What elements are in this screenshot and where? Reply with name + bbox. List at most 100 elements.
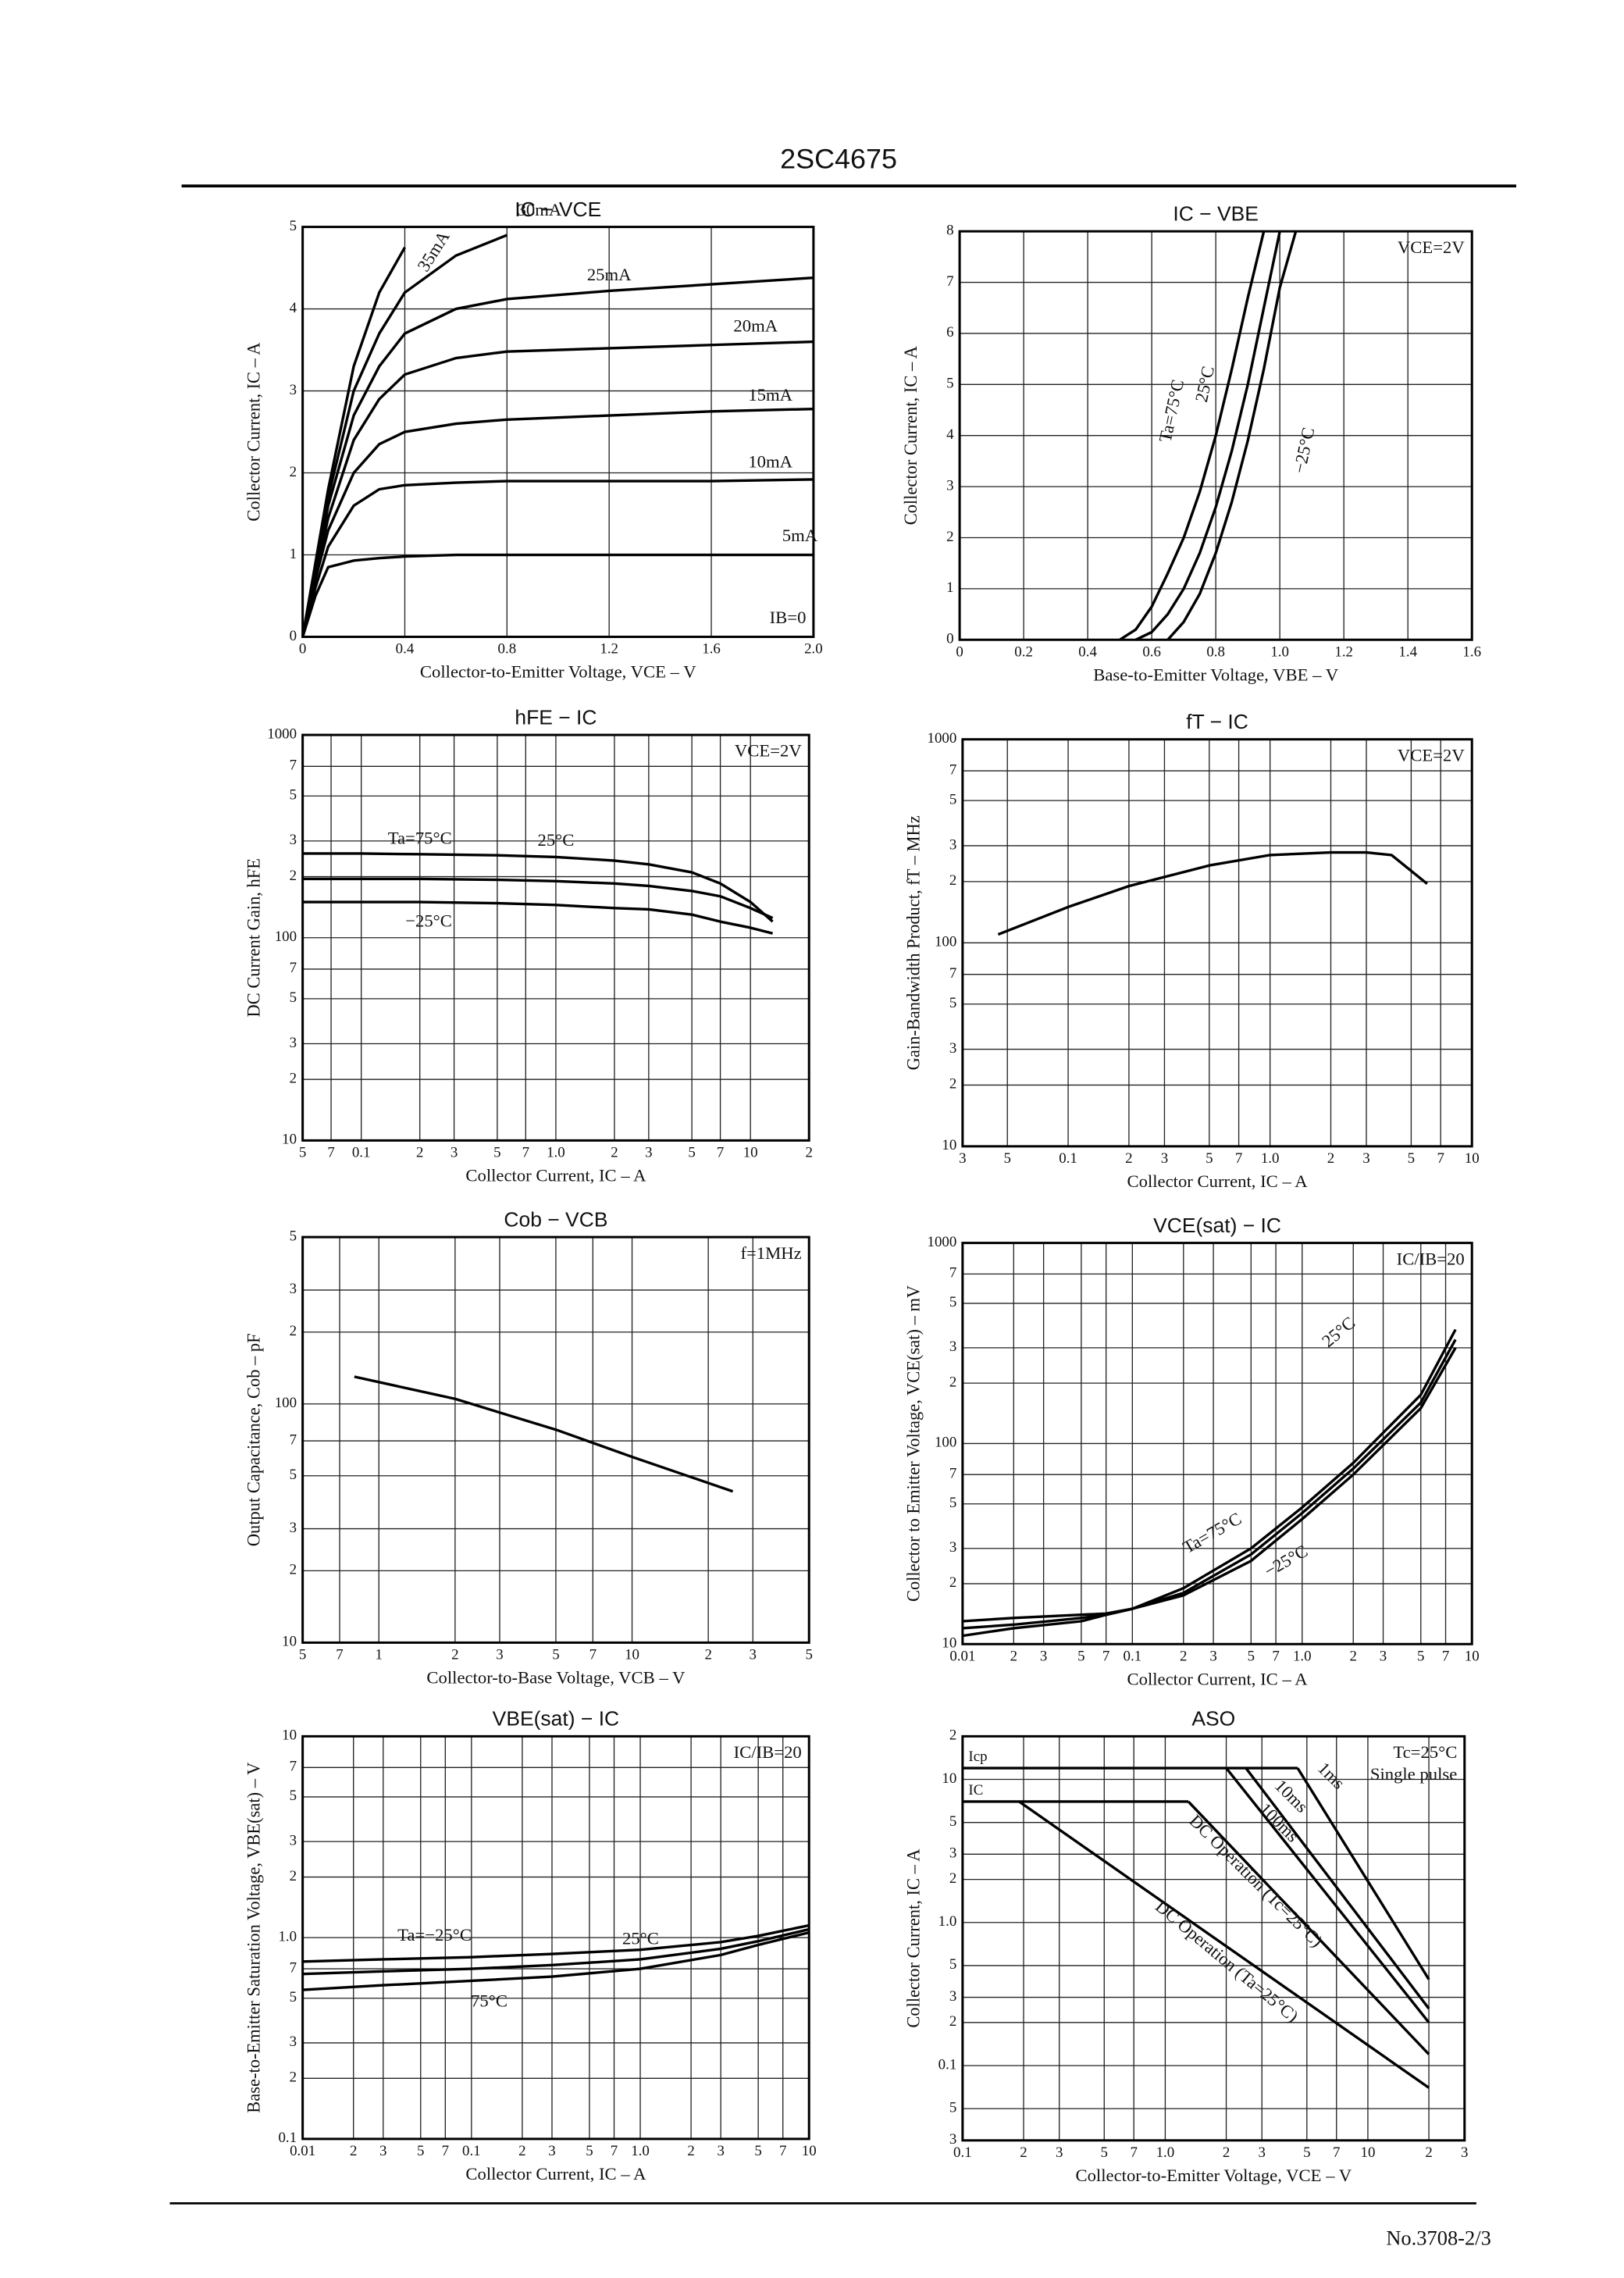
plot-frame: [301, 733, 810, 1142]
curve-label: 75°C: [471, 1991, 508, 2011]
y-axis-label: Collector Current, IC – A: [901, 345, 921, 525]
y-tick-label: 5: [949, 1813, 956, 1830]
y-tick-label: 5: [949, 995, 956, 1011]
y-axis-label: Base-to-Emitter Saturation Voltage, VBE(…: [244, 1762, 263, 2113]
curve: [301, 478, 814, 637]
y-tick-label: 7: [290, 1759, 297, 1775]
curve-label: 25°C: [537, 830, 574, 850]
x-tick-label: 0.6: [1142, 643, 1161, 660]
y-tick-label: 2: [290, 1868, 297, 1884]
x-tick-label: 2: [1020, 2144, 1027, 2161]
x-tick-label: 5: [1303, 2144, 1310, 2161]
x-tick-label: 1.0: [1270, 643, 1289, 660]
x-tick-label: 2: [1425, 2144, 1432, 2161]
x-tick-label: 2: [1327, 1150, 1334, 1167]
x-tick-label: 2: [350, 2143, 357, 2159]
curve: [1166, 230, 1298, 641]
y-tick-label: 5: [946, 376, 953, 392]
y-tick-label: 5: [949, 1294, 956, 1310]
x-tick-label: 7: [611, 2143, 618, 2159]
plot-frame: [961, 1242, 1473, 1645]
x-tick-label: 7: [589, 1647, 597, 1663]
x-tick-label: 7: [442, 2143, 449, 2159]
x-tick-label: 2.0: [804, 641, 823, 658]
y-tick-label: 1: [946, 579, 953, 596]
x-tick-label: 2: [1125, 1150, 1132, 1167]
x-tick-label: 2: [1223, 2144, 1230, 2161]
x-tick-label: 5: [1004, 1150, 1011, 1167]
x-tick-label: 3: [451, 1145, 458, 1161]
x-axis-label: Collector Current, IC – A: [1127, 1669, 1308, 1688]
y-tick-label: 10: [282, 1634, 297, 1650]
x-tick-label: 1.2: [1334, 643, 1353, 660]
x-tick-label: 0.01: [949, 1648, 975, 1664]
x-tick-label: 10: [802, 2143, 817, 2159]
y-tick-label: 3: [949, 1339, 956, 1355]
x-tick-label: 3: [1259, 2144, 1266, 2161]
x-tick-label: 1.4: [1398, 643, 1417, 660]
y-tick-label: 1000: [928, 730, 957, 747]
x-tick-label: 0.4: [396, 641, 415, 658]
y-tick-label: 10: [282, 1132, 297, 1148]
x-tick-label: 3: [1040, 1648, 1047, 1664]
curve: [1296, 1767, 1430, 1980]
x-axis-label: Base-to-Emitter Voltage, VBE – V: [1093, 665, 1339, 684]
y-tick-label: 7: [290, 1431, 297, 1448]
y-tick-label: 1: [290, 546, 297, 562]
y-tick-label: 7: [290, 960, 297, 976]
x-tick-label: 3: [717, 2143, 724, 2159]
x-tick-label: 7: [522, 1145, 529, 1161]
y-tick-label: 7: [949, 1265, 956, 1282]
y-tick-label: 3: [290, 1035, 297, 1051]
chart-title: ASO: [1191, 1707, 1235, 1731]
x-tick-label: 0.4: [1078, 643, 1097, 660]
y-tick-label: 5: [949, 792, 956, 808]
curve-label: 15mA: [748, 385, 792, 405]
x-tick-label: 5: [1101, 2144, 1108, 2161]
y-tick-label: 0: [290, 628, 297, 644]
y-tick-label: 3: [949, 1539, 956, 1556]
x-tick-label: 3: [750, 1647, 757, 1663]
x-tick-label: 3: [548, 2143, 555, 2159]
annotation: VCE=2V: [1398, 745, 1466, 765]
curve: [1134, 230, 1281, 641]
x-tick-label: 2: [1350, 1648, 1357, 1664]
y-axis-label: Collector Current, IC – A: [903, 1848, 923, 2028]
y-tick-label: 2: [290, 868, 297, 884]
y-tick-label: 3: [290, 1520, 297, 1536]
y-tick-label: 1.0: [938, 1913, 957, 1930]
curve: [302, 1930, 810, 1991]
x-axis-label: Collector-to-Base Voltage, VCB – V: [426, 1668, 686, 1688]
y-tick-label: 8: [946, 223, 953, 239]
curve-label: 25°C: [622, 1929, 659, 1948]
x-tick-label: 2: [1180, 1648, 1187, 1664]
y-tick-label: 2: [946, 529, 953, 545]
x-tick-label: 1.0: [1293, 1648, 1312, 1664]
curve: [962, 1347, 1457, 1623]
y-tick-label: 0.1: [278, 2130, 297, 2146]
chart-title: IC − VBE: [1173, 202, 1259, 226]
annotation: Tc=25°C: [1393, 1742, 1457, 1762]
limit-label: Icp: [968, 1749, 987, 1765]
y-tick-label: 7: [949, 965, 956, 982]
x-tick-label: 1.0: [631, 2143, 650, 2159]
chart-title: VBE(sat) − IC: [493, 1707, 619, 1731]
y-tick-label: 3: [290, 1833, 297, 1849]
y-tick-label: 2: [949, 2013, 956, 2030]
x-tick-label: 5: [1417, 1648, 1424, 1664]
curve: [301, 340, 814, 637]
x-tick-label: 5: [417, 2143, 424, 2159]
y-tick-label: 3: [949, 1988, 956, 2005]
x-tick-label: 7: [327, 1145, 334, 1161]
y-tick-label: 2: [290, 1562, 297, 1578]
y-tick-label: 5: [290, 1788, 297, 1804]
x-tick-label: 5: [299, 1647, 306, 1663]
y-tick-label: 100: [935, 1435, 956, 1451]
curve-label: 25°C: [1318, 1313, 1359, 1351]
curve: [302, 1923, 810, 1963]
y-tick-label: 7: [290, 1959, 297, 1976]
x-tick-label: 10: [1465, 1150, 1480, 1167]
x-tick-label: 7: [1333, 2144, 1340, 2161]
x-tick-label: 1.0: [547, 1145, 565, 1161]
curve: [302, 900, 774, 935]
